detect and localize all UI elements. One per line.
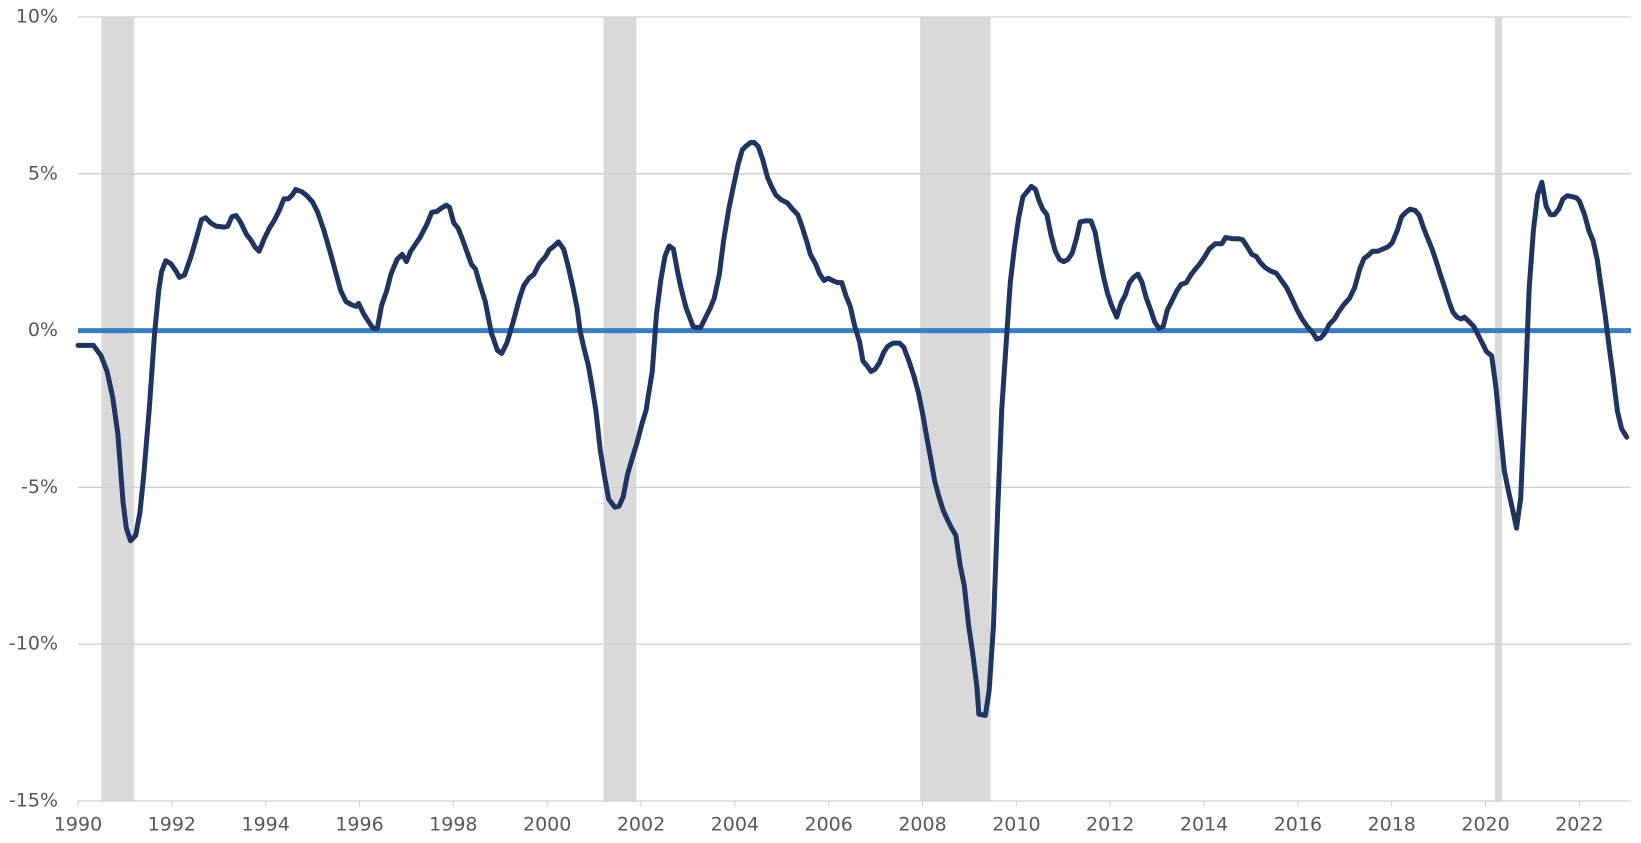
- x-tick-label: 2008: [898, 814, 946, 836]
- y-tick-label: -15%: [9, 790, 58, 812]
- y-tick-label: -5%: [21, 476, 58, 498]
- x-tick-label: 1994: [241, 814, 289, 836]
- x-tick-label: 2002: [617, 814, 665, 836]
- y-tick-label: 5%: [28, 162, 58, 184]
- recession-band: [101, 17, 135, 801]
- x-tick-label: 2016: [1274, 814, 1322, 836]
- x-tick-label: 1998: [429, 814, 477, 836]
- y-tick-label: -10%: [9, 633, 58, 655]
- x-tick-label: 2004: [711, 814, 759, 836]
- y-tick-label: 0%: [28, 319, 58, 341]
- recession-band: [603, 17, 637, 801]
- series-line: [75, 139, 1630, 718]
- x-tick-label: 2000: [523, 814, 571, 836]
- x-tick-label: 2012: [1086, 814, 1134, 836]
- x-tick-label: 1990: [54, 814, 102, 836]
- x-tick-label: 2014: [1180, 814, 1228, 836]
- x-tick-label: 1992: [148, 814, 196, 836]
- x-tick-label: 2018: [1368, 814, 1416, 836]
- x-tick-label: 2022: [1555, 814, 1603, 836]
- x-tick-label: 2020: [1461, 814, 1509, 836]
- x-tick-label: 1996: [335, 814, 383, 836]
- x-tick-label: 2006: [805, 814, 853, 836]
- x-tick-label: 2010: [992, 814, 1040, 836]
- y-tick-label: 10%: [16, 6, 58, 28]
- recession-band: [920, 17, 991, 801]
